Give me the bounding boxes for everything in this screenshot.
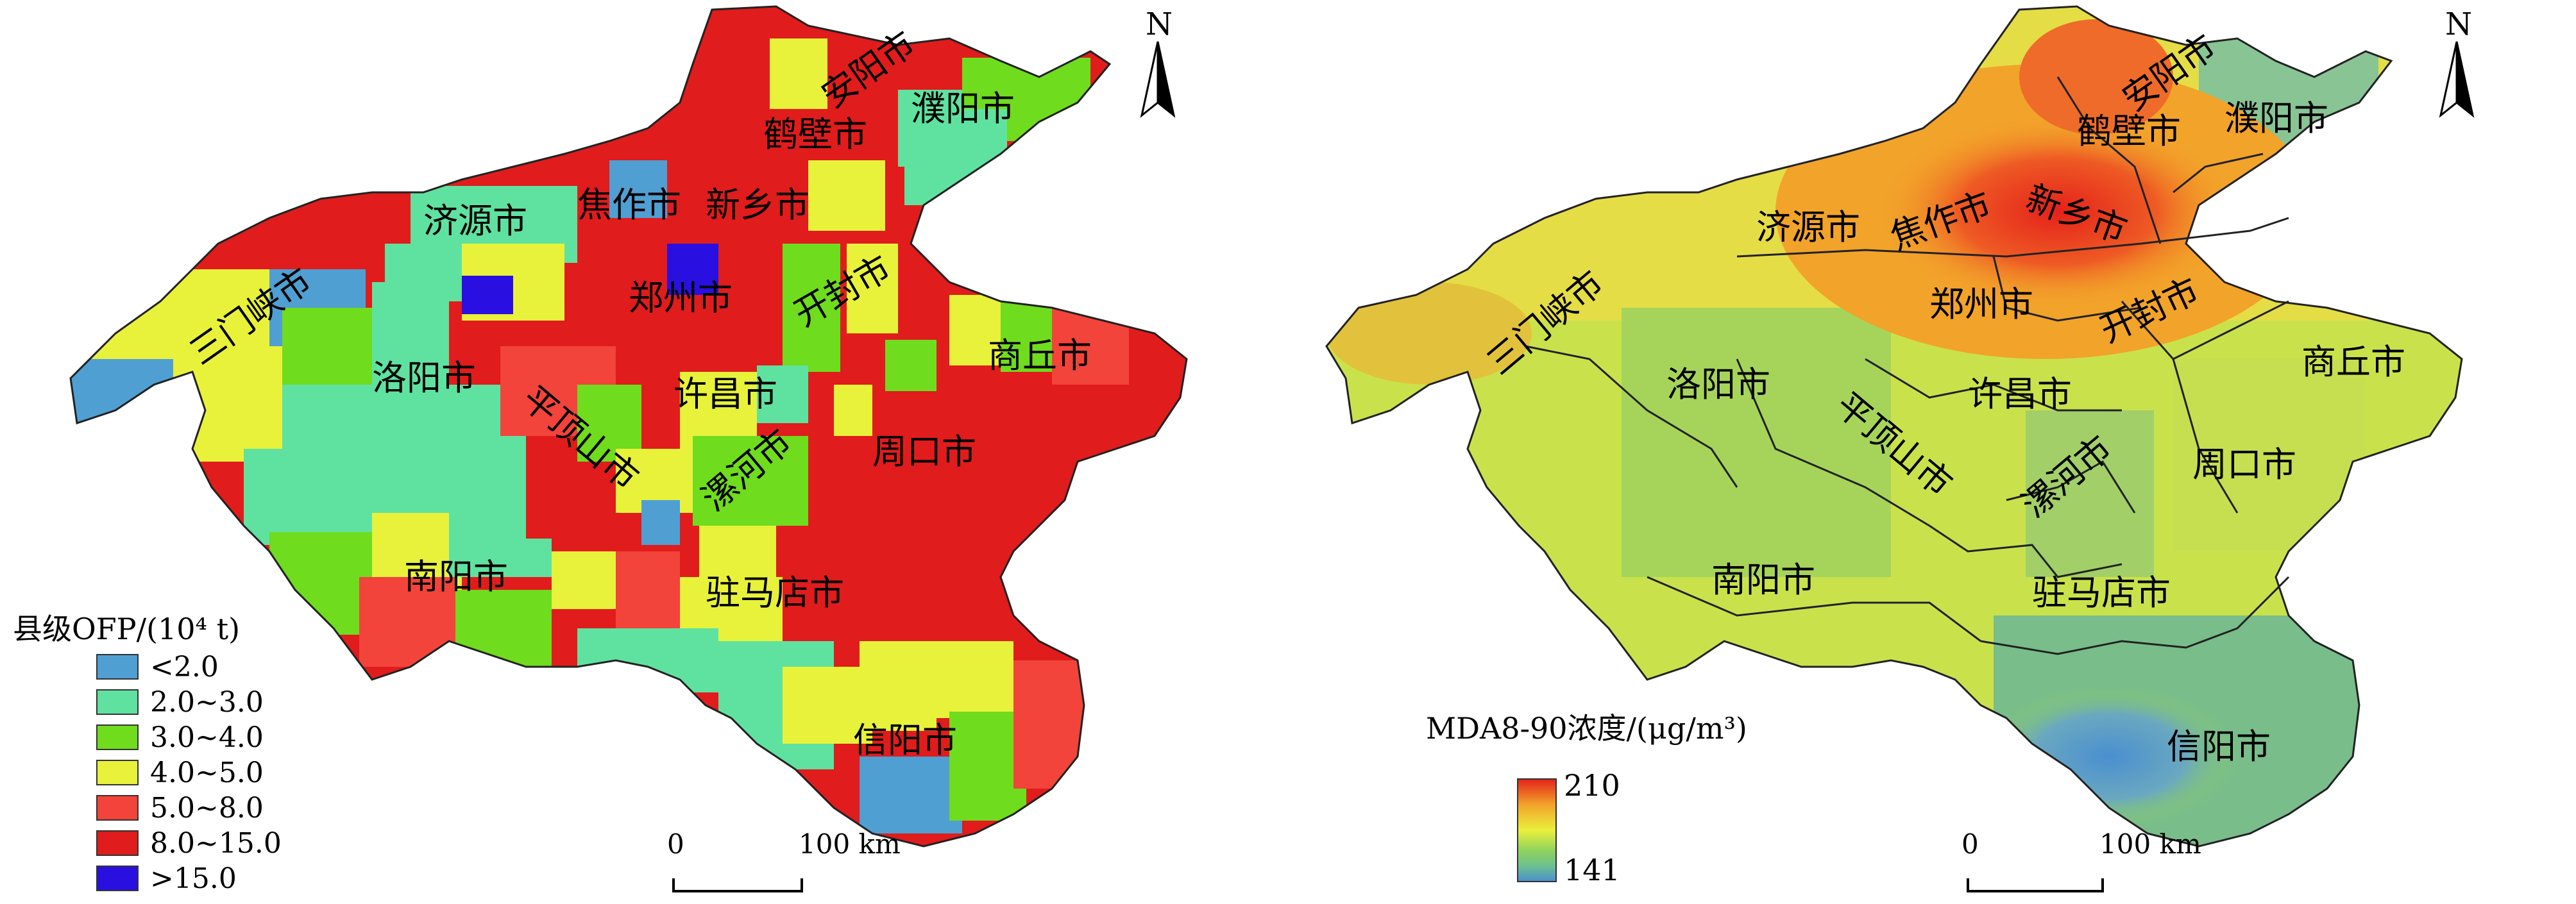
city-label: 鹤壁市 <box>763 114 867 155</box>
north-label: N <box>2445 6 2472 42</box>
legend-label: 3.0~4.0 <box>150 721 264 754</box>
legend-swatch <box>96 795 139 821</box>
right-concentration-map <box>1325 5 2475 892</box>
legend-max-label: 210 <box>1564 768 1620 803</box>
city-label: 洛阳市 <box>372 358 476 398</box>
city-label: 濮阳市 <box>911 88 1015 129</box>
legend-item: <2.0 <box>96 650 219 683</box>
scale-start-label: 0 <box>667 828 684 860</box>
legend-swatch <box>96 866 139 891</box>
legend-item: 5.0~8.0 <box>96 791 264 824</box>
city-label: 驻马店市 <box>706 573 844 613</box>
scale-start-label: 0 <box>1962 828 1979 860</box>
legend-item: 3.0~4.0 <box>96 721 264 754</box>
left-county-map <box>69 5 1188 892</box>
legend-swatch <box>96 760 139 785</box>
legend-label: 4.0~5.0 <box>150 756 264 789</box>
legend-title: MDA8-90浓度/(μg/m³) <box>1426 711 1747 746</box>
north-arrow-icon <box>2439 41 2475 118</box>
scale-bar <box>1967 878 2104 892</box>
city-label: 济源市 <box>423 201 527 241</box>
legend-item: 8.0~15.0 <box>96 826 282 860</box>
city-label: 济源市 <box>1756 207 1860 247</box>
city-label: 许昌市 <box>1968 374 2072 414</box>
legend-min-label: 141 <box>1564 853 1620 887</box>
left-map-panel: N 安阳市 濮阳市 鹤壁市 新乡市 济源市 焦作市 郑州市 开封市 三门峡市 洛… <box>13 5 1188 895</box>
north-label: N <box>1146 6 1173 42</box>
legend-label: 8.0~15.0 <box>150 826 282 860</box>
city-label: 鹤壁市 <box>2077 111 2181 151</box>
city-label: 郑州市 <box>1929 284 2033 324</box>
city-label: 南阳市 <box>404 557 508 597</box>
city-label: 南阳市 <box>1711 560 1815 600</box>
city-label: 信阳市 <box>2167 726 2271 767</box>
legend-item: >15.0 <box>96 862 237 895</box>
city-label: 商丘市 <box>2301 342 2405 382</box>
legend-item: 2.0~3.0 <box>96 685 264 719</box>
right-map-panel: N 安阳市 鹤壁市 濮阳市 济源市 焦作市 新乡市 郑州市 开封市 三门峡市 洛… <box>1288 0 2576 904</box>
legend-item: 4.0~5.0 <box>96 756 264 789</box>
scale-end-label: 100 km <box>799 828 901 860</box>
legend-label: <2.0 <box>150 650 219 683</box>
legend-label: >15.0 <box>150 862 237 895</box>
legend-swatch <box>96 830 139 856</box>
city-label: 郑州市 <box>629 278 733 318</box>
legend-label: 2.0~3.0 <box>150 685 264 719</box>
city-label: 濮阳市 <box>2224 98 2328 138</box>
north-arrow-icon <box>1140 41 1176 118</box>
city-label: 新乡市 <box>706 185 809 225</box>
city-label: 周口市 <box>2192 444 2296 485</box>
city-label: 焦作市 <box>577 185 681 225</box>
legend-swatch <box>96 654 139 680</box>
concentration-color-bar <box>1517 778 1557 882</box>
scale-end-label: 100 km <box>2099 828 2201 860</box>
city-label: 信阳市 <box>853 720 957 760</box>
legend-swatch <box>96 724 139 750</box>
legend-label: 5.0~8.0 <box>150 791 264 824</box>
legend-title: 县级OFP/(10⁴ t) <box>13 612 241 646</box>
city-label: 洛阳市 <box>1666 364 1770 405</box>
scale-bar <box>672 878 803 892</box>
city-label: 周口市 <box>872 431 976 472</box>
legend-swatch <box>96 689 139 715</box>
city-label: 许昌市 <box>674 374 777 414</box>
city-label: 商丘市 <box>988 335 1092 376</box>
city-label: 驻马店市 <box>2032 573 2171 613</box>
